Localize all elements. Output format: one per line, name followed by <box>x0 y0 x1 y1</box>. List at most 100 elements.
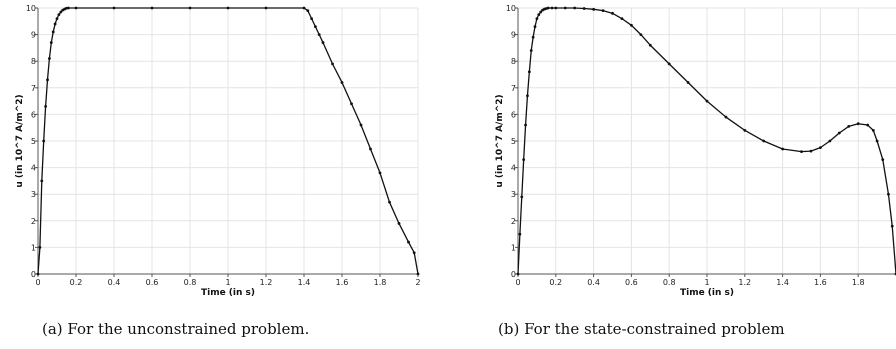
data-point <box>550 6 554 10</box>
x-tick-label: 1.2 <box>260 278 273 287</box>
y-tick-label: 6 <box>31 110 36 119</box>
x-axis-label: Time (in s) <box>201 288 255 298</box>
data-point <box>601 9 605 13</box>
y-tick-label: 7 <box>31 84 36 93</box>
data-point <box>397 222 401 225</box>
chart-panel-state-constrained: 0 0.2 0.4 0.6 0.8 1 1.2 1.4 1.6 1.8 0 1 2 3 4 5 6 7 8 9 10 Ti… <box>448 0 896 349</box>
data-point <box>762 139 766 143</box>
x-tick-label: 1 <box>704 278 709 287</box>
x-tick-label: 1.4 <box>776 278 789 287</box>
x-tick-label: 1 <box>225 278 230 287</box>
data-point <box>74 6 78 10</box>
data-point <box>705 99 709 103</box>
data-point <box>875 139 879 143</box>
x-tick-label: 0.2 <box>70 278 83 287</box>
data-point <box>264 6 268 10</box>
data-point <box>59 10 63 14</box>
data-point <box>527 70 531 74</box>
data-point <box>724 115 728 119</box>
data-point <box>686 81 690 84</box>
x-tick-label: 0.4 <box>108 278 121 287</box>
data-point <box>856 122 860 126</box>
data-point <box>331 62 334 66</box>
x-tick-label: 1.4 <box>298 278 311 287</box>
y-tick-label: 8 <box>511 57 516 66</box>
data-point <box>611 11 614 15</box>
x-tick-label: 0.6 <box>625 278 638 287</box>
y-axis-label: u (in 10^7 A/m^2) <box>15 94 25 187</box>
data-point <box>554 6 558 10</box>
data-point <box>781 147 784 151</box>
data-point <box>317 33 321 36</box>
data-point <box>340 81 344 84</box>
data-point <box>516 272 520 276</box>
data-point <box>310 17 313 21</box>
data-point <box>520 195 524 199</box>
data-point <box>890 224 894 228</box>
data-point <box>546 6 550 10</box>
x-tick-label: 0 <box>35 278 40 287</box>
data-point <box>881 158 885 162</box>
data-point <box>306 9 310 13</box>
x-tick-label: 1.8 <box>852 278 865 287</box>
data-point <box>743 128 747 132</box>
data-point <box>592 7 595 11</box>
data-point <box>866 123 870 127</box>
data-point <box>531 35 535 39</box>
data-point <box>524 123 527 127</box>
data-point <box>48 57 51 60</box>
y-axis-label: u (in 10^7 A/m^2) <box>495 94 505 187</box>
y-tick-label: 10 <box>506 4 516 13</box>
data-point <box>407 240 410 244</box>
data-point <box>150 6 154 10</box>
y-tick-label: 0 <box>511 270 516 279</box>
y-tick-label: 9 <box>31 31 36 40</box>
data-point <box>57 13 61 17</box>
data-point <box>302 6 306 10</box>
y-tick-label: 4 <box>31 164 36 173</box>
data-point <box>40 179 44 183</box>
y-tick-label: 3 <box>511 190 516 199</box>
chart-panel-unconstrained: 0 0.2 0.4 0.6 0.8 1 1.2 1.4 1.6 1.8 2 0 1 2 3 4 5 6 7 8 9 10 T… <box>15 4 421 338</box>
data-point <box>828 139 832 143</box>
data-point <box>620 17 624 21</box>
data-point <box>533 25 537 29</box>
y-tick-label: 2 <box>31 217 36 226</box>
y-tick-label: 4 <box>511 164 516 173</box>
data-point <box>51 30 55 34</box>
data-point <box>809 149 813 153</box>
data-point <box>369 147 372 151</box>
data-point <box>630 23 633 27</box>
data-point <box>112 6 116 10</box>
data-point <box>38 246 42 249</box>
data-point <box>359 123 363 127</box>
line-chart-state-constrained: 0 0.2 0.4 0.6 0.8 1 1.2 1.4 1.6 1.8 0 1 2 3 4 5 6 7 8 9 10 Ti… <box>495 4 896 298</box>
y-tick-label: 5 <box>511 137 516 146</box>
data-point <box>55 17 59 21</box>
line-chart-unconstrained: 0 0.2 0.4 0.6 0.8 1 1.2 1.4 1.6 1.8 2 0 1 2 3 4 5 6 7 8 9 10 T… <box>15 4 421 298</box>
y-tick-label: 1 <box>31 243 36 252</box>
y-tick-label: 5 <box>31 137 36 146</box>
x-tick-label: 1.8 <box>374 278 387 287</box>
data-point <box>46 78 49 82</box>
data-point <box>639 33 643 36</box>
data-point <box>800 150 803 154</box>
data-point <box>522 158 526 162</box>
data-point <box>819 146 822 150</box>
series-line <box>517 7 896 275</box>
x-tick-label: 0.8 <box>663 278 676 287</box>
data-point <box>188 6 192 10</box>
data-point <box>378 171 382 175</box>
data-point <box>67 6 70 10</box>
data-point <box>350 102 353 106</box>
y-tick-label: 7 <box>511 84 516 93</box>
x-tick-label: 0 <box>515 278 520 287</box>
data-point <box>388 200 391 204</box>
data-point <box>321 41 325 44</box>
data-point <box>53 22 57 26</box>
y-tick-label: 10 <box>26 4 36 13</box>
data-point <box>847 124 851 128</box>
data-point <box>871 128 875 132</box>
data-point <box>539 10 543 14</box>
data-point <box>314 25 317 29</box>
